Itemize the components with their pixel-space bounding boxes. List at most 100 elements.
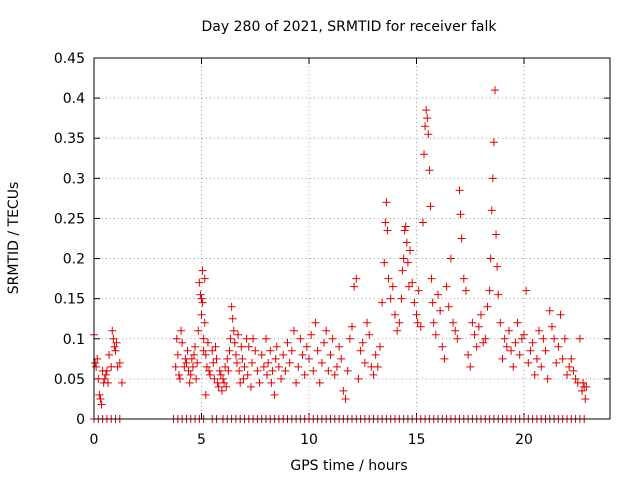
data-point — [416, 322, 425, 331]
data-point — [203, 338, 212, 347]
data-point — [100, 374, 109, 383]
data-point — [205, 366, 214, 375]
data-point — [427, 274, 436, 283]
data-point — [117, 378, 126, 387]
data-point — [532, 354, 541, 363]
data-point — [556, 310, 565, 319]
data-point — [550, 334, 559, 343]
data-point — [526, 346, 535, 355]
data-point — [352, 274, 361, 283]
data-point — [431, 330, 440, 339]
gridlines — [94, 58, 610, 419]
data-point — [217, 386, 226, 395]
data-point — [226, 334, 235, 343]
data-point — [468, 318, 477, 327]
data-point — [461, 286, 470, 295]
data-point — [244, 342, 253, 351]
data-point — [317, 358, 326, 367]
y-tick-label: 0.35 — [54, 131, 85, 147]
data-point — [413, 318, 422, 327]
data-point — [420, 150, 429, 159]
data-point — [530, 370, 539, 379]
data-point — [552, 358, 561, 367]
data-point — [410, 298, 419, 307]
data-point — [246, 382, 255, 391]
data-point — [354, 374, 363, 383]
y-tick-label: 0.15 — [54, 292, 85, 308]
data-point — [277, 374, 286, 383]
data-point — [230, 338, 239, 347]
data-point — [227, 302, 236, 311]
data-point — [444, 302, 453, 311]
data-point — [335, 342, 344, 351]
data-point — [194, 326, 203, 335]
data-point — [391, 310, 399, 319]
data-point — [479, 338, 488, 347]
data-point — [380, 258, 389, 267]
data-point — [198, 266, 207, 275]
data-point — [363, 318, 372, 327]
data-point — [197, 294, 206, 303]
data-point — [251, 346, 260, 355]
data-point — [438, 342, 447, 351]
data-point — [222, 382, 231, 391]
data-point — [298, 350, 307, 359]
data-point — [186, 370, 195, 379]
data-point — [211, 342, 220, 351]
data-point — [436, 306, 445, 315]
data-point — [489, 138, 498, 147]
data-point — [486, 254, 495, 263]
data-point — [371, 350, 380, 359]
data-point — [502, 342, 511, 351]
data-point — [195, 278, 204, 287]
data-point — [216, 370, 225, 379]
data-point — [375, 342, 384, 351]
data-point — [381, 218, 390, 227]
data-point — [108, 326, 117, 335]
y-axis-label: SRMTID / TECUs — [6, 182, 22, 295]
data-point — [348, 322, 356, 331]
data-point — [296, 334, 305, 343]
data-point — [507, 346, 516, 355]
data-point — [212, 354, 221, 363]
data-point — [253, 366, 262, 375]
data-point — [453, 334, 462, 343]
data-point — [292, 378, 301, 387]
data-point — [485, 286, 494, 295]
data-point — [235, 366, 244, 375]
data-point — [456, 210, 465, 219]
data-point — [91, 358, 100, 367]
data-point — [418, 218, 427, 227]
data-point — [440, 354, 449, 363]
data-point — [492, 230, 501, 239]
data-point — [337, 354, 346, 363]
data-point — [225, 346, 234, 355]
data-point — [384, 274, 393, 283]
data-point — [403, 258, 412, 267]
data-point — [524, 358, 533, 367]
data-point — [406, 246, 415, 255]
data-point — [393, 326, 402, 335]
data-point — [111, 346, 120, 355]
data-point — [270, 390, 279, 399]
plot-frame — [93, 57, 611, 420]
data-point — [191, 342, 200, 351]
data-point — [575, 334, 584, 343]
data-point — [567, 354, 576, 363]
data-point — [483, 302, 492, 311]
data-point — [279, 350, 288, 359]
x-tick-label: 10 — [300, 432, 318, 448]
data-point — [535, 326, 544, 335]
data-point — [388, 282, 397, 291]
data-point — [236, 378, 245, 387]
data-point — [92, 362, 101, 371]
data-point — [215, 366, 224, 375]
x-tick-label: 20 — [515, 432, 533, 448]
data-point — [404, 282, 413, 291]
data-point — [395, 318, 404, 327]
data-point — [177, 326, 186, 335]
data-point — [262, 334, 270, 343]
data-point — [219, 374, 227, 383]
data-point — [522, 286, 531, 295]
